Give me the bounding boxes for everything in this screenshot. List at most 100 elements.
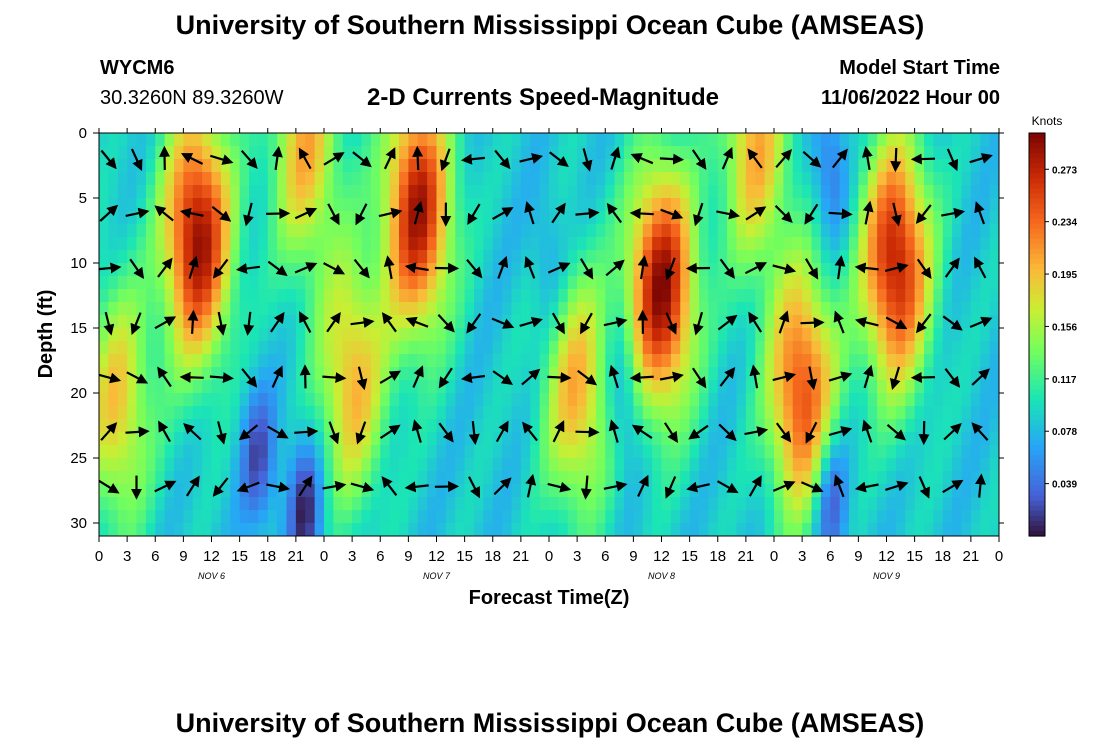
colorbar-segment: [1029, 314, 1045, 320]
heat-cell: [389, 523, 400, 536]
heat-cell: [792, 224, 803, 238]
heat-cell: [202, 315, 213, 329]
heat-cell: [417, 172, 428, 186]
heat-cell: [792, 445, 803, 459]
heat-cell: [970, 523, 981, 536]
heat-cell: [192, 224, 203, 238]
heat-cell: [342, 224, 353, 238]
heat-cell: [417, 146, 428, 160]
heat-cell: [755, 211, 766, 225]
current-arrow: [915, 204, 932, 225]
heat-cell: [136, 510, 147, 524]
heat-cell: [652, 185, 663, 199]
heat-cell: [511, 419, 522, 433]
heat-cell: [680, 367, 691, 381]
heat-cell: [286, 406, 297, 420]
heat-cell: [333, 341, 344, 355]
heat-cell: [370, 354, 381, 368]
heat-cell: [192, 289, 203, 303]
heat-cell: [108, 354, 119, 368]
heat-cell: [652, 523, 663, 536]
heat-cell: [689, 354, 700, 368]
heat-cell: [324, 510, 334, 524]
heat-cell: [145, 211, 156, 225]
heat-cell: [220, 315, 231, 329]
heat-cell: [680, 211, 691, 225]
heat-cell: [145, 276, 156, 290]
heat-cell: [389, 159, 400, 173]
heat-cell: [633, 510, 644, 524]
heat-cell: [952, 445, 963, 459]
heat-cell: [577, 250, 588, 264]
x-tick-label: 0: [770, 548, 778, 565]
heat-cell: [314, 458, 325, 472]
heat-cell: [361, 406, 372, 420]
heat-cell: [577, 445, 588, 459]
heat-cell: [324, 263, 334, 277]
heat-cell: [249, 250, 259, 264]
heat-cell: [464, 406, 475, 420]
heat-cell: [249, 289, 259, 303]
heat-cell: [745, 133, 756, 147]
heat-cell: [474, 237, 484, 251]
heat-cell: [942, 341, 953, 355]
current-arrow: [294, 426, 319, 438]
heat-cell: [661, 211, 672, 225]
heat-cell: [483, 523, 494, 536]
heat-cell: [764, 341, 775, 355]
heat-cell: [895, 172, 906, 186]
heat-cell: [99, 276, 109, 290]
heat-cell: [520, 185, 531, 199]
heat-cell: [474, 445, 484, 459]
heat-cell: [736, 159, 747, 173]
heat-cell: [502, 458, 513, 472]
current-arrow: [745, 206, 767, 221]
date-label: NOV 6: [198, 571, 225, 581]
heat-cell: [717, 445, 728, 459]
heat-cell: [352, 380, 363, 394]
heat-cell: [258, 211, 269, 225]
heat-cell: [614, 302, 625, 316]
heat-cell: [502, 328, 513, 342]
heat-cell: [980, 250, 991, 264]
heat-cell: [558, 315, 569, 329]
heat-cell: [614, 211, 625, 225]
heat-cell: [220, 510, 231, 524]
heat-cell: [942, 445, 953, 459]
heat-cell: [614, 510, 625, 524]
heat-cell: [849, 471, 859, 485]
heat-cell: [474, 419, 484, 433]
heat-cell: [511, 315, 522, 329]
heat-cell: [942, 380, 953, 394]
heat-cell: [980, 419, 991, 433]
heat-cell: [183, 237, 194, 251]
current-arrow: [212, 477, 229, 497]
heat-cell: [942, 133, 953, 147]
heat-cell: [652, 367, 663, 381]
heat-cell: [108, 146, 119, 160]
heat-cell: [689, 471, 700, 485]
heat-cell: [783, 367, 794, 381]
heat-cell: [202, 497, 213, 511]
heat-cell: [436, 250, 447, 264]
heat-cell: [886, 328, 897, 342]
heat-cell: [502, 172, 513, 186]
colorbar-segment: [1029, 485, 1045, 492]
heat-cell: [811, 458, 822, 472]
current-arrow: [854, 481, 879, 493]
heat-cell: [961, 315, 972, 329]
heat-cell: [708, 393, 719, 407]
heat-cell: [867, 237, 878, 251]
heat-cell: [905, 250, 916, 264]
current-arrow: [575, 426, 600, 438]
heat-cell: [127, 276, 138, 290]
heat-cell: [577, 159, 588, 173]
heat-cell: [774, 406, 784, 420]
heat-cell: [258, 380, 269, 394]
heat-cell: [427, 198, 438, 212]
heat-cell: [511, 484, 522, 498]
heat-cell: [970, 211, 981, 225]
heat-cell: [933, 250, 944, 264]
heat-cell: [736, 198, 747, 212]
heat-cell: [802, 458, 813, 472]
